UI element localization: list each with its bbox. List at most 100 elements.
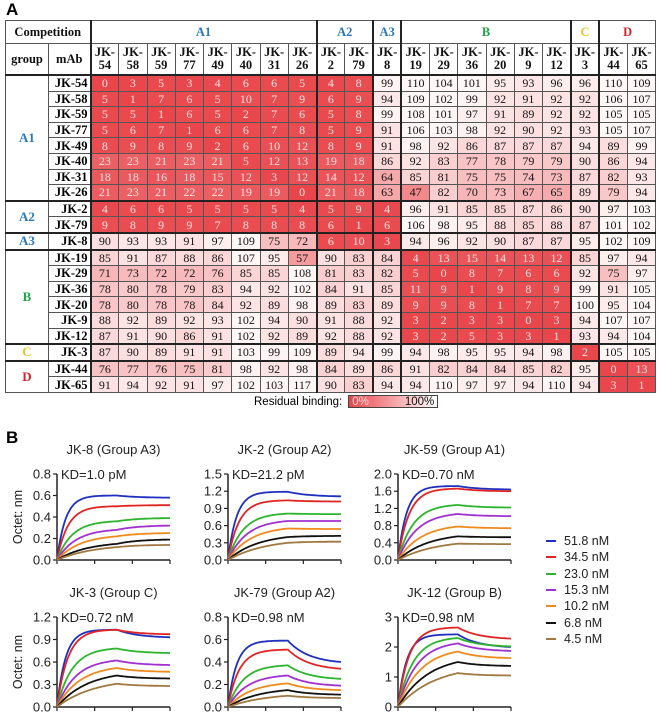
heatmap-cell: 93 [626,168,657,186]
legend-item: 4.5 nM [546,631,609,647]
heatmap-cell: 0 [89,73,120,92]
row-mab-label: JK-59 [47,106,92,123]
series-line-23-0-nM [56,517,170,561]
heatmap-cell: 95 [457,216,487,234]
table-row: JK-40 23 23 21 23 21 5 12 13 19 18 86 92 83 77 78 79 79 90… [6,152,657,170]
row-mab-label: JK-54 [47,73,92,92]
heatmap-cell: 94 [400,231,431,251]
heatmap-cell: 98 [429,216,459,234]
series-line-15-3-nM [227,674,341,708]
heatmap-cell: 9 [118,137,148,154]
heatmap-cell: 81 [315,265,346,282]
heatmap-cell: 94 [569,376,600,393]
column-header-number: 58 [126,58,140,72]
heatmap-cell: 8 [259,216,289,234]
kd-annotation: KD=0.70 nM [402,467,475,482]
heatmap-cell: 18 [89,168,120,186]
heatmap-cell: 85 [457,199,487,218]
heatmap-cell: 13 [513,248,544,267]
heatmap-cell: 90 [287,311,318,329]
heatmap-cell: 75 [457,168,487,186]
heatmap-cell: 92 [372,311,402,329]
heatmap-cell: 87 [89,327,120,345]
heatmap-cell: 7 [259,106,289,123]
heatmap-cell: 5 [400,265,431,282]
series-line-51-8-nM [56,628,171,708]
heatmap-cell: 12 [542,248,572,267]
row-group-C: C [5,343,49,362]
heatmap-cell: 104 [429,73,459,92]
heatmap-cell: 5 [146,73,176,92]
heatmap-cell: 8 [231,216,261,234]
heatmap-cell: 92 [457,231,487,251]
row-mab-label: JK-65 [47,376,92,393]
heatmap-cell: 21 [89,184,120,202]
heatmap-cell: 75 [174,359,205,378]
row-group-B: B [5,248,49,345]
heatmap-cell: 95 [259,248,289,267]
heatmap-legend-min: 0% [352,395,369,408]
column-header-number: 29 [437,58,450,72]
group-header: group [5,43,49,76]
heatmap-cell: 88 [542,216,572,234]
heatmap-cell: 15 [457,248,487,267]
heatmap-cell: 103 [429,121,459,139]
header-row-columns: group mAb JK- 54 JK- 58 JK- 59 JK- 77 JK- 49 JK- 40 JK… [5,43,657,76]
heatmap-cell: 106 [598,90,628,108]
heatmap-cell: 76 [146,359,176,378]
heatmap-cell: 6 [203,121,233,139]
heatmap-cell: 87 [513,199,544,218]
heatmap-cell: 89 [513,106,544,123]
y-tick-label: 1.5 [204,467,222,482]
heatmap-cell: 8 [315,137,346,154]
column-header: JK- 29 [429,43,459,76]
y-tick-label: 0.9 [33,632,51,647]
heatmap-cell: 12 [287,137,318,154]
y-tick-label: 0.2 [33,531,51,546]
y-tick-label: 0.3 [33,677,51,692]
heatmap-cell: 6 [513,265,544,282]
heatmap-cell: 10 [231,90,261,108]
heatmap-cell: 97 [485,376,515,393]
heatmap-cell: 78 [89,296,120,313]
series-line-10-2-nM [397,525,511,561]
heatmap-cell: 81 [203,359,233,378]
heatmap-cell: 70 [457,184,487,202]
heatmap-cell: 4 [89,199,120,218]
column-header-number: 36 [465,58,479,72]
heatmap-cell: 8 [118,216,148,234]
heatmap-cell: 92 [231,296,261,313]
heatmap-cell: 1 [118,90,148,108]
heatmap-cell: 92 [569,265,600,282]
y-tick-label: 2 [385,640,392,655]
series-line-10-2-nM [227,527,341,561]
heatmap-cell: 110 [598,73,628,92]
heatmap-cell: 2 [429,311,459,329]
row-mab-label: JK-29 [47,265,92,282]
kd-annotation: KD=0.98 nM [402,610,475,625]
heatmap-cell: 93 [569,327,600,345]
heatmap-cell: 8 [146,137,176,154]
heatmap-cell: 84 [203,296,233,313]
table-row: C JK-3 87 90 89 91 91 103 99 109 89 94 99 94 98 95 95 94 9… [5,343,657,362]
heatmap-cell: 96 [542,73,572,92]
series-line-23-0-nM [397,637,511,708]
heatmap-cell: 9 [174,216,205,234]
heatmap-cell: 109 [400,90,431,108]
heatmap-cell: 5 [231,199,261,218]
kd-annotation: KD=0.98 nM [232,610,305,625]
table-row: JK-31 18 18 16 18 15 12 3 12 14 12 64 85 81 75 75 74 73 87… [6,168,657,186]
y-tick-label: 0.3 [204,535,222,550]
heatmap-cell: 9 [400,296,431,313]
heatmap-cell: 98 [231,359,261,378]
column-header-number: 40 [239,58,253,72]
heatmap-cell: 92 [118,311,148,329]
y-tick-label: 0.4 [374,535,392,550]
heatmap-cell: 100 [569,296,600,313]
heatmap-cell: 102 [231,311,261,329]
heatmap-cell: 3 [372,231,402,251]
heatmap-cell: 93 [513,73,544,92]
heatmap-cell: 84 [457,359,487,378]
column-header-number: 26 [295,58,309,72]
heatmap-cell: 23 [174,152,205,170]
